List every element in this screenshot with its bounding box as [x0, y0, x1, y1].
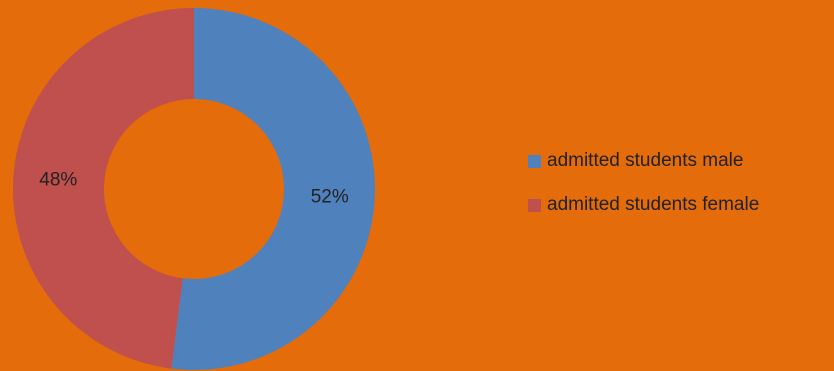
data-label-female: 48% [39, 169, 77, 190]
legend-item-male: admitted students male [528, 150, 759, 172]
slice-male [171, 8, 375, 370]
legend-label-female: admitted students female [547, 194, 760, 215]
legend: admitted students male admitted students… [528, 150, 759, 216]
legend-swatch-male [528, 154, 541, 168]
data-label-male: 52% [311, 187, 349, 208]
legend-swatch-female [528, 198, 541, 212]
legend-label-male: admitted students male [547, 150, 744, 171]
donut-chart: 52% 48% [12, 8, 375, 370]
legend-item-female: admitted students female [528, 194, 759, 216]
slice-female [12, 8, 195, 369]
